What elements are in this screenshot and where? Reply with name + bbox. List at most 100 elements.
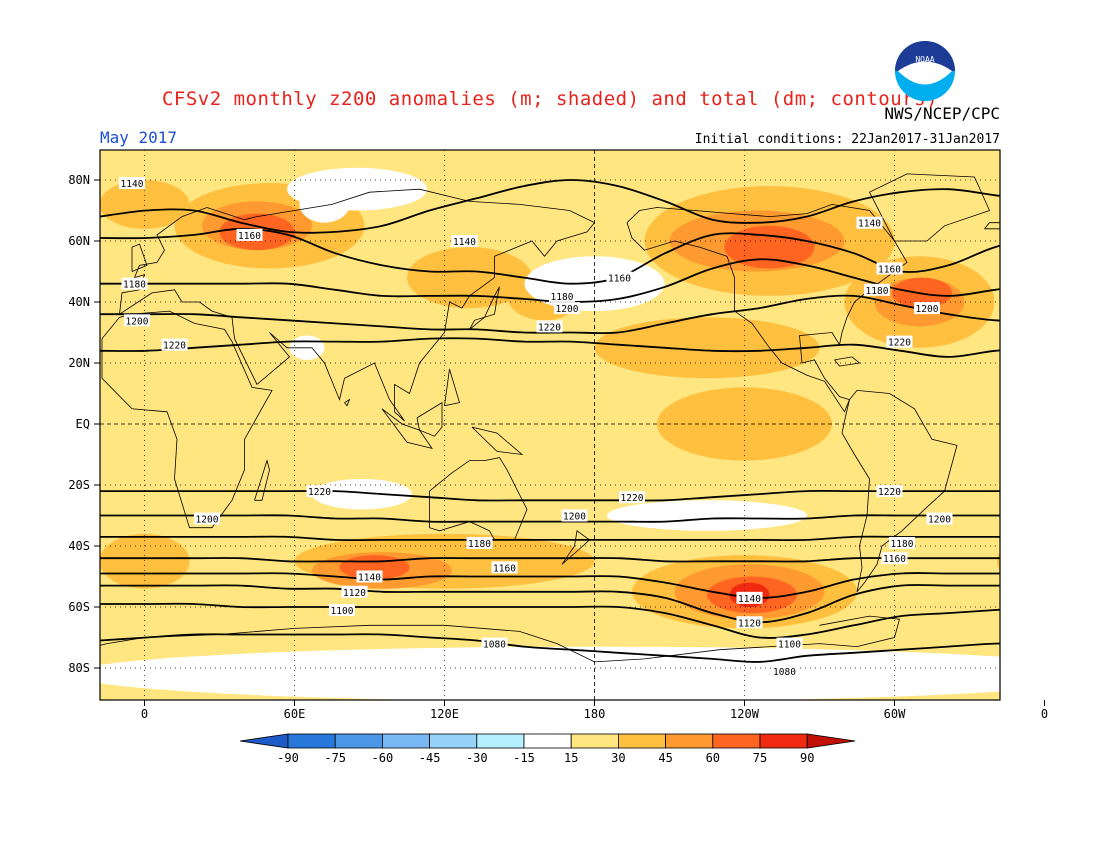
anomaly-region [407, 247, 532, 309]
svg-text:1220: 1220 [308, 487, 331, 498]
contour-label: 1220 [161, 338, 188, 352]
lat-label-60N: 60N [68, 234, 90, 248]
colorbar-label: 30 [611, 751, 625, 765]
neutral-region [299, 186, 350, 223]
colorbar-box [287, 733, 336, 749]
svg-text:1180: 1180 [891, 539, 914, 550]
colorbar-label: 75 [753, 751, 767, 765]
svg-text:1160: 1160 [238, 231, 261, 242]
svg-text:1080: 1080 [773, 667, 796, 678]
contour-label: 1120 [736, 616, 763, 629]
neutral-region [312, 478, 412, 510]
contour-label: 1200 [926, 512, 953, 526]
svg-text:1100: 1100 [331, 606, 354, 617]
lon-label-60E: 60E [284, 707, 306, 721]
svg-text:1200: 1200 [126, 316, 149, 327]
contour-1160 [100, 557, 1000, 563]
agency-label: NWS/NCEP/CPC [884, 104, 1000, 123]
contour-label: 1140 [856, 216, 883, 230]
contour-label: 1160 [876, 262, 903, 275]
contour-1100 [100, 602, 1000, 639]
anomaly-region [100, 533, 190, 589]
svg-text:1140: 1140 [738, 594, 761, 605]
svg-text:1140: 1140 [858, 219, 881, 230]
colorbar-label: -15 [513, 751, 535, 765]
contour-1160 [100, 227, 1000, 285]
colorbar-label: -45 [419, 751, 441, 765]
contour-label: 1100 [776, 637, 803, 651]
colorbar-box [570, 733, 619, 749]
coastline [984, 222, 1000, 230]
contour-label: 1180 [121, 277, 148, 291]
svg-text:1100: 1100 [778, 640, 801, 651]
coastline [131, 243, 148, 272]
contour-1220 [100, 337, 1000, 358]
contour-label: 1160 [606, 271, 633, 285]
contour-label: 1220 [876, 485, 903, 498]
contour-1080 [100, 633, 1000, 663]
contour-label: 1100 [329, 604, 355, 617]
colorbar-label: -90 [277, 751, 299, 765]
contour-label: 1160 [236, 228, 263, 242]
coastline [444, 368, 461, 407]
svg-text:1180: 1180 [866, 286, 889, 297]
colorbar-label: 90 [800, 751, 814, 765]
lon-label-120W: 120W [730, 707, 760, 721]
anomaly-region [724, 225, 815, 269]
colorbar-box [665, 733, 714, 749]
contour-label: 1200 [914, 302, 940, 315]
svg-text:1080: 1080 [483, 640, 506, 651]
svg-text:1220: 1220 [163, 341, 186, 352]
map-gridlines [100, 150, 1000, 700]
contour-label: 1220 [886, 335, 913, 349]
svg-text:1220: 1220 [538, 322, 561, 333]
contour-label: 1200 [194, 512, 220, 526]
contour-label: 1140 [451, 235, 478, 248]
svg-text:1220: 1220 [621, 493, 644, 504]
svg-text:1140: 1140 [358, 573, 381, 584]
lon-label-0: 0 [1041, 707, 1048, 721]
coastline [471, 426, 524, 456]
svg-text:1200: 1200 [916, 304, 939, 315]
svg-text:1140: 1140 [121, 179, 144, 190]
contour-label: 1220 [536, 320, 563, 333]
coastline [469, 286, 500, 330]
coastline [254, 459, 270, 501]
lat-label-20N: 20N [68, 356, 90, 370]
contour-label: 1140 [119, 177, 145, 190]
lon-label-0: 0 [141, 707, 148, 721]
svg-text:1160: 1160 [883, 554, 906, 565]
lon-label-120E: 120E [430, 707, 459, 721]
svg-text:1180: 1180 [468, 539, 491, 550]
colorbar-label: 45 [658, 751, 672, 765]
svg-text:1220: 1220 [888, 338, 911, 349]
height-contours [100, 179, 1000, 663]
coastline [416, 401, 443, 437]
svg-text:1160: 1160 [878, 264, 901, 275]
contour-label: 1180 [864, 283, 890, 297]
colorbar-box [618, 733, 667, 749]
contour-label: 1180 [549, 289, 575, 303]
lat-label-80N: 80N [68, 173, 90, 187]
contour-1120 [100, 584, 1000, 624]
contour-1140 [100, 572, 1000, 599]
contour-label: 1200 [554, 302, 580, 315]
contour-1220 [100, 489, 1000, 502]
contour-label: 1220 [619, 491, 645, 504]
svg-text:1200: 1200 [556, 304, 579, 315]
colorbar-box [476, 733, 525, 749]
contour-label: 1160 [491, 561, 518, 574]
colorbar-label: -75 [324, 751, 346, 765]
forecast-month: May 2017 [100, 128, 178, 147]
coastline [429, 457, 528, 541]
contour-labels: 1140116011401160114011601180118011801200… [119, 177, 953, 678]
lat-label-EQ: EQ [76, 417, 90, 431]
contour-1180 [100, 535, 1000, 542]
contour-label: 1080 [481, 637, 508, 651]
coastline [841, 389, 958, 593]
colorbar-box [523, 733, 572, 749]
neutral-region [607, 500, 807, 531]
coastline [561, 530, 591, 565]
map-axes: 80N 60N 40N 20N EQ 20S 40S 60S 80S 0 60E 120E 180 120… [68, 173, 1048, 721]
colorbar-label: -30 [466, 751, 488, 765]
